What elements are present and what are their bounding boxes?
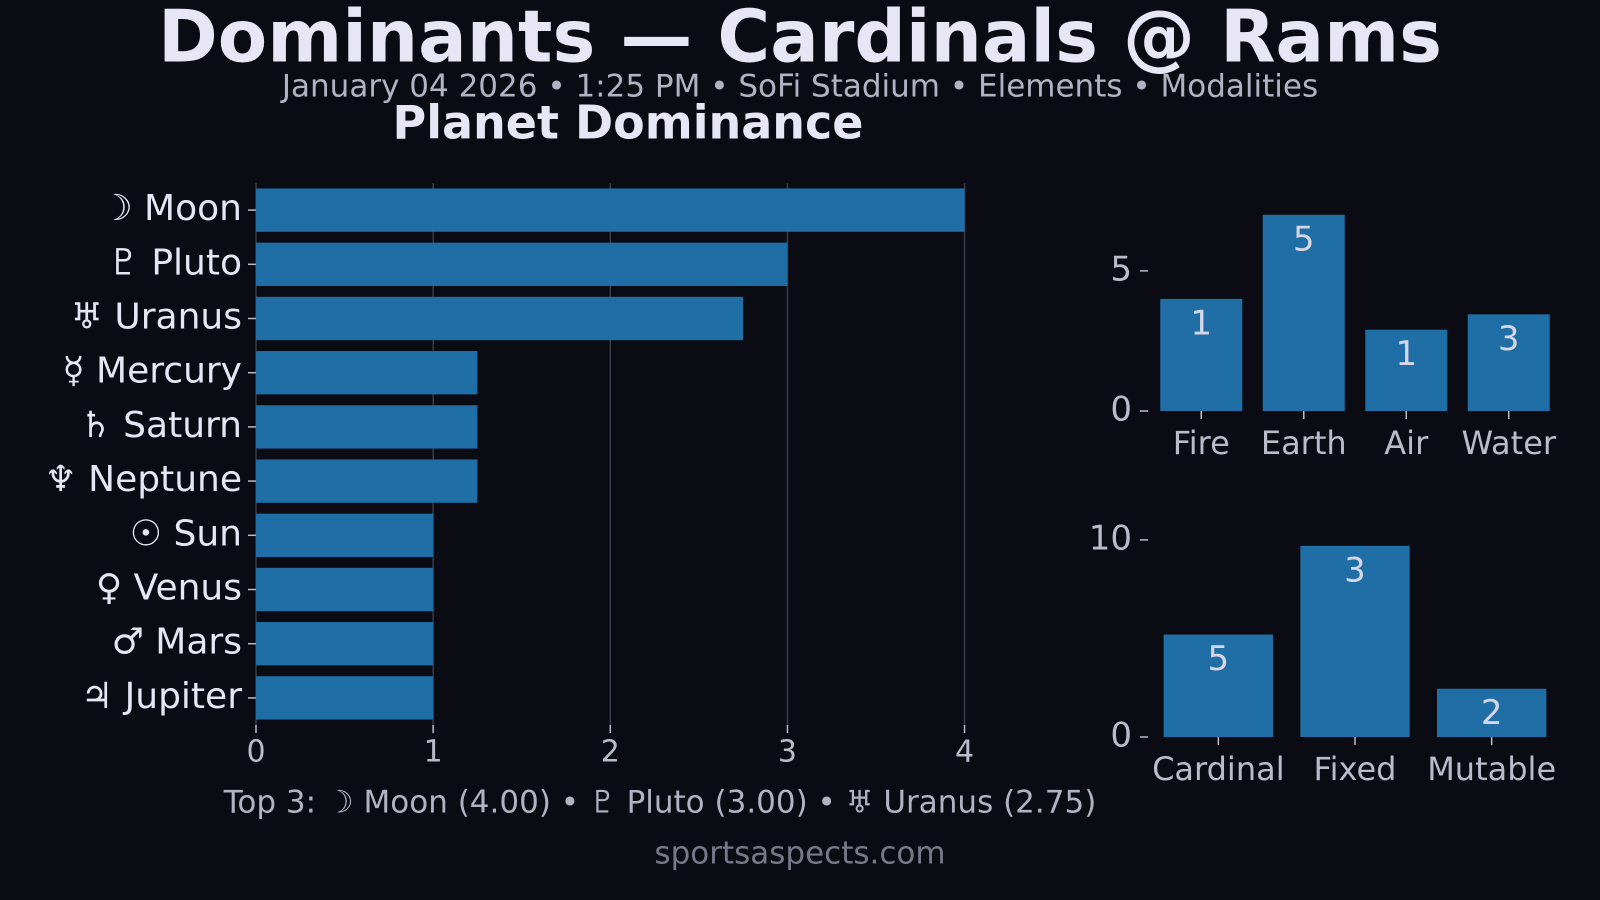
- y-tick-label: ♀ Venus: [96, 568, 242, 609]
- bar: [1262, 214, 1345, 411]
- value-label: 5: [1293, 219, 1315, 259]
- value-label: 1: [1395, 334, 1417, 374]
- bar: [256, 676, 434, 720]
- x-tick-label: 1: [424, 735, 443, 770]
- bar: [256, 351, 478, 395]
- x-tick-label: Air: [1384, 424, 1429, 462]
- x-tick-label: Cardinal: [1152, 750, 1285, 788]
- footer-note: Top 3: ☽ Moon (4.00) • ♇ Pluto (3.00) • …: [223, 785, 1097, 821]
- value-label: 1: [1190, 303, 1212, 343]
- x-tick-label: 4: [955, 735, 974, 770]
- bar: [1365, 329, 1448, 411]
- y-tick-label: ♂ Mars: [112, 622, 242, 663]
- x-tick-label: 0: [246, 735, 265, 770]
- x-tick-label: Fixed: [1314, 750, 1397, 788]
- y-tick-label: ☽ Moon: [100, 188, 242, 229]
- x-tick-label: Fire: [1173, 424, 1230, 462]
- y-tick-label: ♄ Saturn: [79, 405, 242, 446]
- bar: [256, 513, 434, 557]
- value-label: 3: [1498, 319, 1520, 359]
- y-tick-label: ♃ Jupiter: [81, 676, 242, 717]
- x-tick-label: Earth: [1261, 424, 1347, 462]
- y-tick-label: ♅ Uranus: [71, 297, 242, 338]
- bar: [1300, 545, 1410, 737]
- x-tick-label: Mutable: [1427, 750, 1556, 788]
- y-tick-label: ♇ Pluto: [108, 242, 242, 283]
- source: sportsaspects.com: [654, 836, 945, 872]
- x-tick-label: Water: [1461, 424, 1556, 462]
- y-tick-label: 0: [1110, 390, 1132, 430]
- value-label: 5: [1208, 639, 1230, 679]
- bar: [256, 405, 478, 449]
- bar: [256, 622, 434, 666]
- page-title: Dominants — Cardinals @ Rams: [158, 0, 1442, 79]
- value-label: 2: [1481, 693, 1503, 733]
- chart-title: Planet Dominance: [393, 96, 864, 150]
- bar: [256, 567, 434, 612]
- bar: [1163, 634, 1273, 737]
- y-tick-label: 0: [1110, 716, 1132, 756]
- bar: [1467, 314, 1550, 411]
- subtitle: January 04 2026 • 1:25 PM • SoFi Stadium…: [280, 69, 1318, 105]
- bar: [256, 188, 965, 232]
- x-tick-label: 2: [601, 735, 620, 770]
- bar: [256, 296, 744, 341]
- bar: [256, 459, 478, 503]
- y-tick-label: 5: [1110, 249, 1132, 289]
- y-tick-label: 10: [1089, 518, 1132, 558]
- bar: [1437, 688, 1547, 737]
- y-tick-label: ☉ Sun: [130, 513, 242, 554]
- value-label: 3: [1344, 550, 1366, 590]
- bar: [1160, 298, 1243, 411]
- bar: [256, 242, 788, 286]
- x-tick-label: 3: [778, 735, 797, 770]
- y-tick-label: ♆ Neptune: [44, 459, 242, 500]
- y-tick-label: ☿ Mercury: [63, 351, 242, 392]
